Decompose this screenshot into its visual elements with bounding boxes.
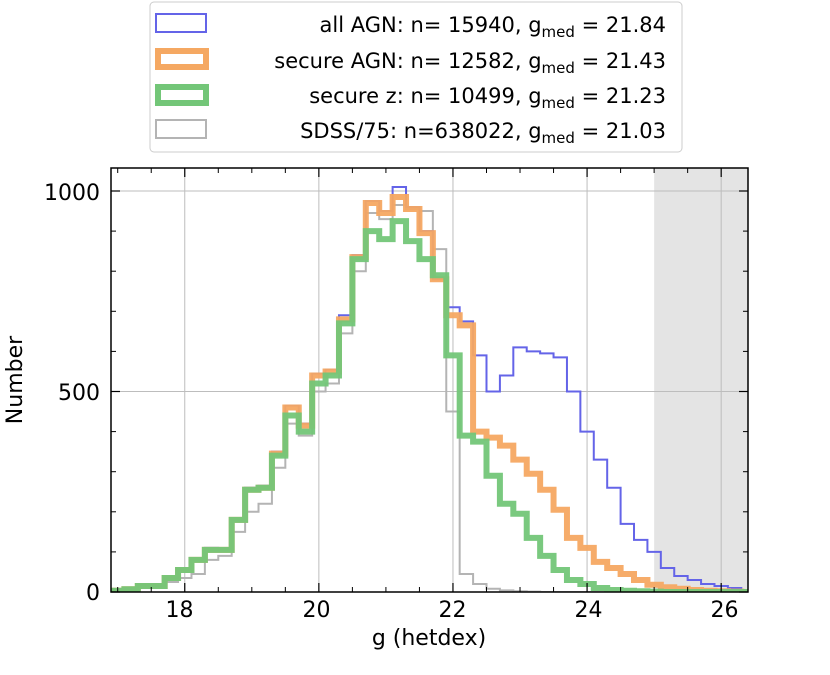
y-tick-label-1000: 1000 bbox=[44, 181, 100, 206]
x-tick-label-26: 26 bbox=[711, 598, 739, 623]
histogram-series-secure-z bbox=[111, 218, 748, 592]
legend-gmed-sdss: 21.03 bbox=[606, 119, 666, 143]
histogram-series-group bbox=[111, 185, 748, 592]
x-tick-labels: 18 20 22 24 26 bbox=[166, 598, 739, 623]
legend-frame bbox=[149, 1, 683, 153]
x-tick-label-24: 24 bbox=[575, 598, 603, 623]
legend-text-sdss: SDSS/75: n=638022, bbox=[300, 119, 528, 143]
legend-label-secure-agn: secure AGN: n= 12582, gmed = 21.43 bbox=[274, 49, 666, 77]
legend-label-secure-z: secure z: n= 10499, gmed = 21.23 bbox=[309, 84, 666, 112]
legend-swatch-sdss bbox=[155, 119, 207, 139]
legend-entry-sdss: SDSS/75: n=638022, gmed = 21.03 bbox=[155, 119, 666, 147]
legend-swatch-all-agn bbox=[155, 13, 207, 33]
legend-label-sdss: SDSS/75: n=638022, gmed = 21.03 bbox=[300, 119, 666, 147]
y-tick-label-500: 500 bbox=[58, 381, 100, 406]
legend-entry-all-agn: all AGN: n= 15940, gmed = 21.84 bbox=[155, 13, 666, 41]
x-axis-label: g (hetdex) bbox=[372, 626, 486, 651]
legend-swatch-secure-agn bbox=[155, 48, 209, 70]
legend-gmed-all-agn: 21.84 bbox=[606, 13, 666, 37]
axes-frame bbox=[110, 167, 749, 593]
x-tick-label-20: 20 bbox=[303, 598, 331, 623]
y-tick-label-0: 0 bbox=[86, 581, 100, 606]
shaded-region-rect bbox=[654, 168, 748, 592]
shaded-region bbox=[654, 168, 748, 592]
legend-gmed-secure-agn: 21.43 bbox=[606, 49, 666, 73]
legend-swatch-secure-z bbox=[155, 84, 209, 106]
legend-entry-secure-z: secure z: n= 10499, gmed = 21.23 bbox=[155, 84, 666, 112]
x-tick-label-22: 22 bbox=[439, 598, 467, 623]
legend-text-all-agn: all AGN: n= 15940, bbox=[320, 13, 529, 37]
y-axis-label: Number bbox=[3, 335, 28, 424]
plot-frame bbox=[110, 167, 749, 593]
legend: all AGN: n= 15940, gmed = 21.84 secure A… bbox=[149, 1, 683, 153]
histogram-series-sdss-75 bbox=[111, 204, 748, 592]
x-tick-label-18: 18 bbox=[166, 598, 194, 623]
legend-label-all-agn: all AGN: n= 15940, gmed = 21.84 bbox=[320, 13, 666, 41]
legend-text-secure-z: secure z: n= 10499, bbox=[309, 84, 528, 108]
grid-lines bbox=[111, 168, 748, 592]
legend-entry-secure-agn: secure AGN: n= 12582, gmed = 21.43 bbox=[155, 48, 666, 77]
y-tick-labels: 0 500 1000 bbox=[44, 181, 100, 606]
legend-text-secure-agn: secure AGN: n= 12582, bbox=[274, 49, 528, 73]
legend-gmed-secure-z: 21.23 bbox=[606, 84, 666, 108]
